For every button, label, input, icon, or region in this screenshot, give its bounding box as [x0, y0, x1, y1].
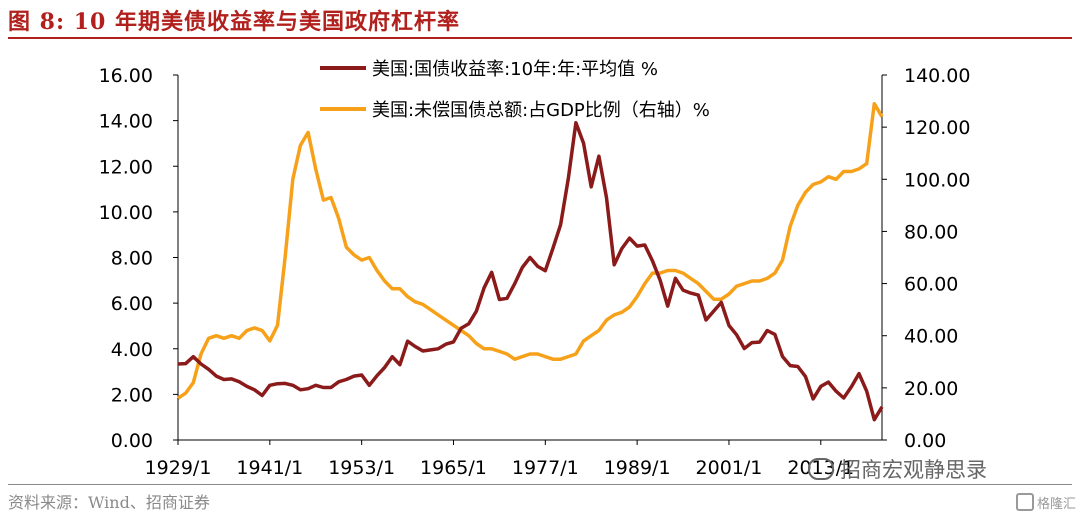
x-tick-label: 1953/1 — [328, 457, 395, 479]
x-tick-label: 1941/1 — [236, 457, 303, 479]
y-left-tick-label: 0.00 — [111, 430, 153, 452]
x-tick-label: 1929/1 — [145, 457, 212, 479]
y-right-tick-label: 140.00 — [904, 65, 970, 87]
chart-lines — [177, 101, 884, 422]
y-left-tick-label: 16.00 — [99, 65, 153, 87]
watermark-text: 招商宏观静思录 — [840, 458, 987, 482]
x-tick-label: 2013/1 — [787, 457, 854, 479]
y-left-tick-label: 4.00 — [111, 339, 153, 361]
y-right-tick-label: 60.00 — [904, 274, 958, 296]
chart-axes: 0.00 2.00 4.00 6.00 8.00 10.00 12.00 14.00 16.00… — [99, 65, 971, 479]
series-line-yield — [177, 120, 884, 422]
x-tick-label: 1977/1 — [512, 457, 579, 479]
y-left-tick-label: 14.00 — [99, 111, 153, 133]
legend-label-yield: 美国:国债收益率:10年:年:平均值 % — [372, 59, 658, 80]
y-right-tick-label: 20.00 — [904, 378, 958, 400]
y-right-tick-label: 100.00 — [904, 169, 970, 191]
x-tick-label: 1965/1 — [420, 457, 487, 479]
y-right-tick-label: 120.00 — [904, 117, 970, 139]
y-left-tick-label: 6.00 — [111, 293, 153, 315]
chat-bubble-icon — [808, 458, 834, 480]
y-left-tick-label: 2.00 — [111, 384, 153, 406]
source-note: 资料来源：Wind、招商证券 — [8, 493, 210, 512]
x-tick-label: 1989/1 — [604, 457, 671, 479]
y-left-tick-label: 12.00 — [99, 156, 153, 178]
y-right-tick-label: 80.00 — [904, 221, 958, 243]
logo-icon — [1015, 493, 1034, 511]
corner-mark-text: 格隆汇 — [1036, 497, 1076, 512]
watermark: 招商宏观静思录 — [808, 454, 987, 484]
x-tick-label: 2001/1 — [696, 457, 763, 479]
footer-rule — [8, 484, 1072, 485]
series-line-debt — [177, 101, 884, 400]
y-left-tick-label: 10.00 — [99, 202, 153, 224]
legend-label-debt: 美国:未偿国债总额:占GDP比例（右轴）% — [372, 100, 710, 121]
corner-mark: 格隆汇 — [1015, 493, 1076, 512]
y-right-tick-label: 0.00 — [904, 430, 946, 452]
chart-legend: 美国:国债收益率:10年:年:平均值 % 美国:未偿国债总额:占GDP比例（右轴… — [320, 59, 710, 121]
title-rule — [8, 37, 1072, 39]
figure-title: 图 8: 10 年期美债收益率与美国政府杠杆率 — [8, 9, 461, 35]
y-left-tick-label: 8.00 — [111, 248, 153, 270]
y-right-tick-label: 40.00 — [904, 326, 958, 348]
